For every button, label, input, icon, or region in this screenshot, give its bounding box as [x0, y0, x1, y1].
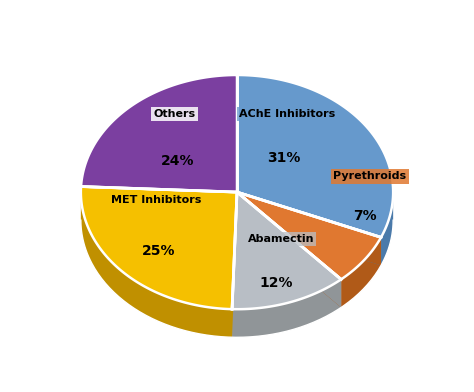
Text: Abamectin: Abamectin: [247, 234, 314, 244]
Text: 7%: 7%: [353, 209, 377, 223]
Polygon shape: [232, 192, 237, 337]
Polygon shape: [237, 192, 341, 307]
Text: 24%: 24%: [161, 154, 194, 168]
Text: Pyrethroids: Pyrethroids: [333, 171, 406, 181]
Text: MET Inhibitors: MET Inhibitors: [110, 195, 201, 205]
Polygon shape: [81, 187, 237, 309]
Text: 12%: 12%: [259, 276, 293, 290]
Text: Others: Others: [154, 109, 196, 119]
Text: AChE Inhibitors: AChE Inhibitors: [239, 109, 335, 119]
Polygon shape: [237, 192, 381, 265]
Polygon shape: [237, 192, 381, 279]
Polygon shape: [232, 192, 237, 337]
Polygon shape: [237, 192, 341, 307]
Polygon shape: [232, 192, 341, 309]
Polygon shape: [81, 75, 237, 192]
Polygon shape: [341, 237, 381, 307]
Polygon shape: [232, 279, 341, 337]
Text: 31%: 31%: [267, 151, 301, 165]
Polygon shape: [237, 75, 393, 237]
Polygon shape: [381, 192, 393, 265]
Polygon shape: [237, 192, 381, 265]
Polygon shape: [81, 192, 232, 337]
Text: 25%: 25%: [142, 245, 176, 258]
